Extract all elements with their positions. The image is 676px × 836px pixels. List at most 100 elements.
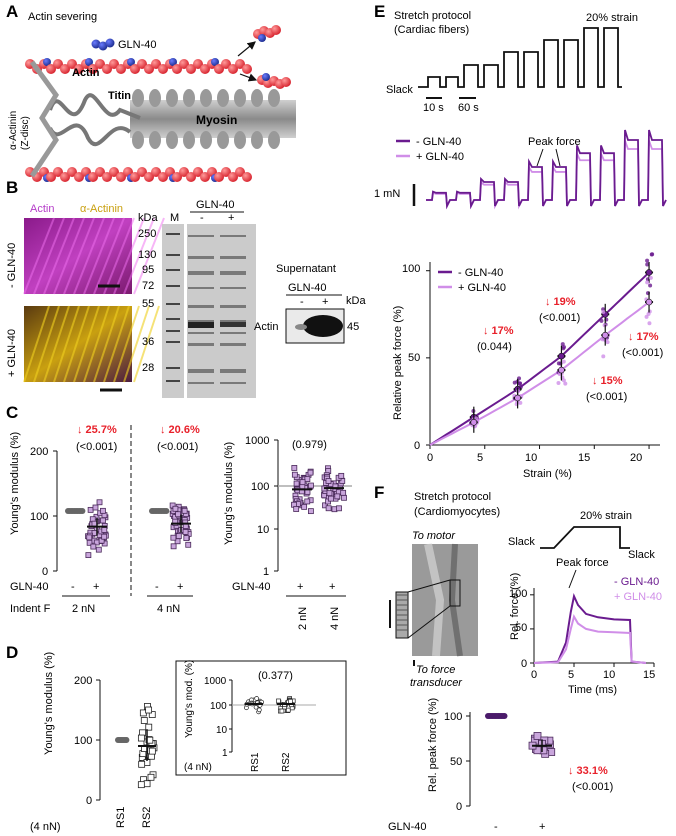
striation — [113, 217, 145, 295]
e-scale: 1 mN — [374, 188, 400, 200]
f-trace-minus — [533, 592, 647, 664]
panel-c: C Young's modulus (%) 200 100 0 ↓ 25.7% … — [6, 403, 352, 630]
rs2-square — [147, 773, 155, 781]
c-log-100: 100 — [251, 481, 269, 493]
e-scatter-dot — [561, 378, 566, 383]
actin-bead — [214, 172, 224, 182]
sample-square — [185, 541, 192, 548]
e-slack: Slack — [386, 84, 413, 96]
striation — [103, 305, 130, 383]
e-ytick-100: 100 — [402, 263, 420, 275]
d-ytick-200: 200 — [74, 675, 92, 687]
striation — [83, 217, 115, 295]
c-log-points — [291, 465, 347, 515]
panel-a-letter: A — [6, 2, 18, 21]
actin-filament-bottom — [25, 167, 252, 182]
gln-bound-bead — [43, 58, 51, 66]
d-inset-rs2: RS2 — [281, 752, 292, 772]
inset-square — [279, 708, 285, 714]
striation — [73, 217, 105, 295]
blot-actin-label: Actin — [254, 321, 278, 333]
striation — [93, 217, 125, 295]
actin-bead — [116, 64, 126, 74]
e-scatter-dot — [563, 381, 568, 386]
f-sample-square — [533, 746, 542, 755]
c-plus-2: + — [177, 581, 183, 593]
actin-bead — [116, 172, 126, 182]
c-ann2-p: (<0.001) — [157, 441, 198, 453]
d-data-points — [115, 703, 158, 789]
c-indent-label: Indent F — [10, 603, 51, 615]
sample-square — [181, 507, 188, 514]
marker-band — [166, 254, 180, 256]
b-row2-label: + GLN-40 — [6, 329, 18, 377]
lane-band — [220, 332, 246, 334]
sample-square — [92, 504, 99, 511]
c-ann1-pct: ↓ 25.7% — [77, 424, 117, 436]
c-log-10: 10 — [257, 524, 269, 536]
d-inset-frame — [175, 660, 347, 776]
myosin-head — [200, 131, 212, 149]
sample-square — [182, 529, 189, 535]
e-strain: 20% strain — [586, 12, 638, 24]
myosin-head — [183, 131, 195, 149]
blot-45-label: 45 — [347, 321, 359, 333]
f-zoom-stripes — [396, 594, 408, 631]
f-peak: Peak force — [556, 557, 609, 569]
f-ann-pct: ↓ 33.1% — [568, 765, 608, 777]
rs2-square — [138, 760, 146, 768]
gel-m: M — [170, 212, 179, 224]
rs2-square — [143, 780, 151, 788]
lane-band — [220, 343, 246, 346]
log-sample-square — [340, 489, 347, 496]
log-sample-square — [304, 498, 311, 505]
actin-bead — [235, 167, 245, 177]
actin-bead — [214, 64, 224, 74]
f-sample-square — [533, 732, 542, 740]
myosin-head — [251, 89, 263, 107]
actin-bead — [53, 59, 63, 69]
myosin-head — [149, 89, 161, 107]
myosin-heads — [132, 89, 280, 149]
control-point — [79, 508, 86, 514]
myosin-label: Myosin — [196, 113, 237, 127]
log-sample-square — [328, 495, 334, 502]
supernatant-gln: GLN-40 — [288, 282, 327, 294]
sample-square — [101, 527, 108, 533]
e-legend-plus: + GLN-40 — [416, 151, 464, 163]
log-sample-square — [299, 479, 306, 486]
lane-band — [220, 287, 246, 289]
actin-bead — [74, 64, 84, 74]
d-ylabel: Young's modulus (%) — [43, 652, 55, 755]
c-f2: 4 nN — [157, 603, 180, 615]
actin-bead — [193, 59, 203, 69]
striation — [133, 217, 165, 295]
actin-label: Actin — [72, 67, 100, 79]
e-ann16-pct: ↓ 15% — [592, 375, 623, 387]
myosin-head — [268, 89, 280, 107]
sample-square — [101, 533, 108, 540]
e-ann16-p: (<0.001) — [586, 391, 627, 403]
actin-bead — [144, 172, 154, 182]
actin-bead — [179, 167, 189, 177]
actin-band-faint — [295, 324, 307, 330]
actin-bead — [172, 64, 182, 74]
e-mean-point — [558, 366, 565, 374]
log-sample-square — [336, 505, 342, 512]
d-inset-indent: (4 nN) — [184, 762, 212, 773]
sample-square — [183, 535, 190, 542]
actin-bead — [186, 64, 196, 74]
e-scatter-dot — [601, 310, 606, 315]
lane-band — [188, 382, 214, 384]
e-mean-point — [558, 352, 565, 360]
panel-b: B Actin α-Actinin - GLN-40 + GLN-40 GLN-… — [6, 178, 366, 398]
d-ytick-0: 0 — [86, 795, 92, 807]
actin-bead — [200, 172, 210, 182]
actin-bead — [60, 172, 70, 182]
e-scatter-dot — [647, 321, 652, 326]
log-sample-square — [325, 505, 332, 512]
e-mean-point — [601, 331, 609, 339]
e-ann8-pct: ↓ 17% — [483, 325, 514, 337]
supernatant-title: Supernatant — [276, 263, 336, 275]
